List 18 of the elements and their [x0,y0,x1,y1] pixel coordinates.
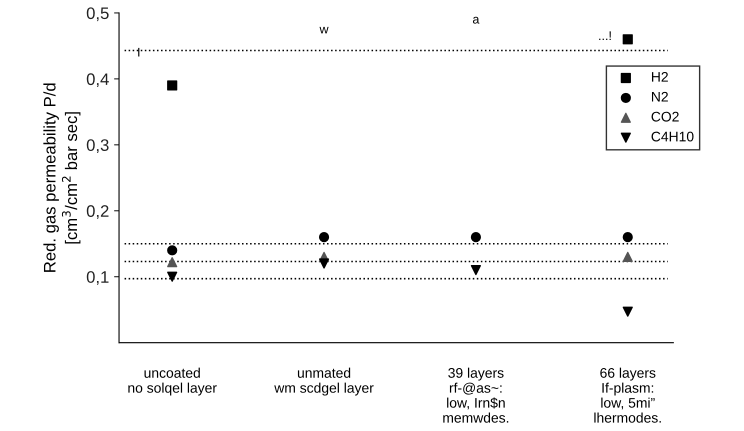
y-tick-label: 0,3 [86,139,109,153]
legend-label: H2 [652,72,668,82]
annotation: w [320,26,329,34]
y-tick-label: 0,4 [86,73,109,88]
annotation: a [472,16,480,24]
legend-label: C4H10 [652,132,694,142]
y-tick-label: 0,5 [86,7,109,22]
y-axis-title: Red. gas permeability P/d [cm$^{3}$/cm$^{2}$ bar sec] [43,83,80,272]
x-tick-label: 39 layers rf-@as~: low, Irn$n memwdes. [443,368,508,423]
x-tick-label: unmated wm scdgel layer [274,368,374,396]
legend-label: CO2 [652,112,679,122]
y-tick-label: 0,1 [86,271,109,285]
x-tick-label: 66 layers If-plasm: low, 5mi” lhermodes. [594,368,661,423]
annotation: ...! [599,31,611,40]
y-tick-label: 0,2 [86,205,108,219]
x-tick-label: uncoated no solqel layer [128,368,217,396]
annotation: I [138,48,140,56]
legend-label: N2 [652,92,668,102]
